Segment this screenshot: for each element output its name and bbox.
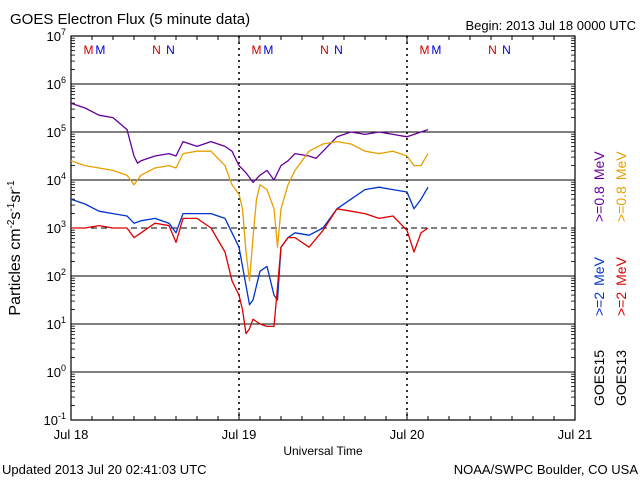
svg-text:>=0.8MeV: >=0.8 MeV bbox=[591, 151, 607, 222]
mn-marker: N bbox=[320, 43, 329, 57]
y-tick-labels: 107 106 105 104 103 102 101 100 10-1 bbox=[44, 27, 66, 428]
mn-marker: N bbox=[502, 43, 511, 57]
x-tick-label: Jul 18 bbox=[54, 427, 89, 442]
begin-label: Begin: 2013 Jul 18 0000 UTC bbox=[465, 18, 636, 33]
series-line bbox=[70, 186, 429, 306]
mn-marker: M bbox=[95, 43, 105, 57]
x-tick-label: Jul 19 bbox=[222, 427, 257, 442]
y-tick-label: 103 bbox=[47, 219, 66, 236]
mn-marker: M bbox=[84, 43, 94, 57]
mn-marker: N bbox=[166, 43, 175, 57]
x-tick-labels: Jul 18 Jul 19 Jul 20 Jul 21 bbox=[54, 427, 593, 442]
legend-orange-unit: MeV bbox=[613, 151, 629, 180]
legend-bottom-goes13: >=2 MeV bbox=[613, 256, 629, 316]
legend-blue-prefix: >=2 bbox=[591, 292, 607, 316]
x-tick-label: Jul 20 bbox=[390, 427, 425, 442]
grid-lines bbox=[70, 36, 576, 420]
mn-marker: M bbox=[252, 43, 262, 57]
mn-marker: N bbox=[334, 43, 343, 57]
svg-text:>=0.8MeV: >=0.8 MeV bbox=[613, 151, 629, 222]
y-tick-label: 101 bbox=[47, 315, 66, 332]
mn-marker: M bbox=[263, 43, 273, 57]
series-line bbox=[70, 102, 429, 184]
y-tick-label: 107 bbox=[47, 27, 66, 44]
y-tick-label: 10-1 bbox=[44, 411, 66, 428]
legend-purple-unit: MeV bbox=[591, 151, 607, 180]
series-line bbox=[70, 140, 429, 282]
y-tick-label: 105 bbox=[47, 123, 66, 140]
y-tick-label: 106 bbox=[47, 75, 66, 92]
y-tick-label: 100 bbox=[47, 363, 66, 380]
y-tick-label: 102 bbox=[47, 267, 66, 284]
legend-top-goes13: >=0.8 MeV bbox=[613, 151, 629, 222]
legend-red-unit: MeV bbox=[613, 256, 629, 285]
satellite-label-goes13: GOES13 bbox=[613, 350, 629, 406]
updated-timestamp: Updated 2013 Jul 20 02:41:03 UTC bbox=[2, 462, 207, 477]
x-tick-label: Jul 21 bbox=[558, 427, 593, 442]
mn-marker: M bbox=[431, 43, 441, 57]
y-tick-label: 104 bbox=[47, 171, 66, 188]
legend-top-goes15: >=0.8 MeV bbox=[591, 151, 607, 222]
satellite-label-goes15: GOES15 bbox=[591, 350, 607, 406]
legend-orange-prefix: >=0.8 bbox=[613, 186, 629, 222]
credit-label: NOAA/SWPC Boulder, CO USA bbox=[454, 462, 639, 477]
legend-purple-prefix: >=0.8 bbox=[591, 186, 607, 222]
mn-marker: M bbox=[420, 43, 430, 57]
legend-red-prefix: >=2 bbox=[613, 292, 629, 316]
svg-text:>=2MeV: >=2 MeV bbox=[613, 256, 629, 316]
chart-title: GOES Electron Flux (5 minute data) bbox=[10, 11, 250, 28]
legend-blue-unit: MeV bbox=[591, 256, 607, 285]
mn-marker: N bbox=[152, 43, 161, 57]
day-divider-lines bbox=[238, 36, 408, 420]
series-layer bbox=[70, 102, 429, 335]
x-axis-label: Universal Time bbox=[283, 444, 363, 458]
svg-text:>=2MeV: >=2 MeV bbox=[591, 256, 607, 316]
legend-bottom-goes15: >=2 MeV bbox=[591, 256, 607, 316]
mn-marker: N bbox=[488, 43, 497, 57]
y-axis-label: Particles cm-2s-1sr-1 bbox=[6, 180, 24, 316]
series-line bbox=[71, 208, 429, 335]
